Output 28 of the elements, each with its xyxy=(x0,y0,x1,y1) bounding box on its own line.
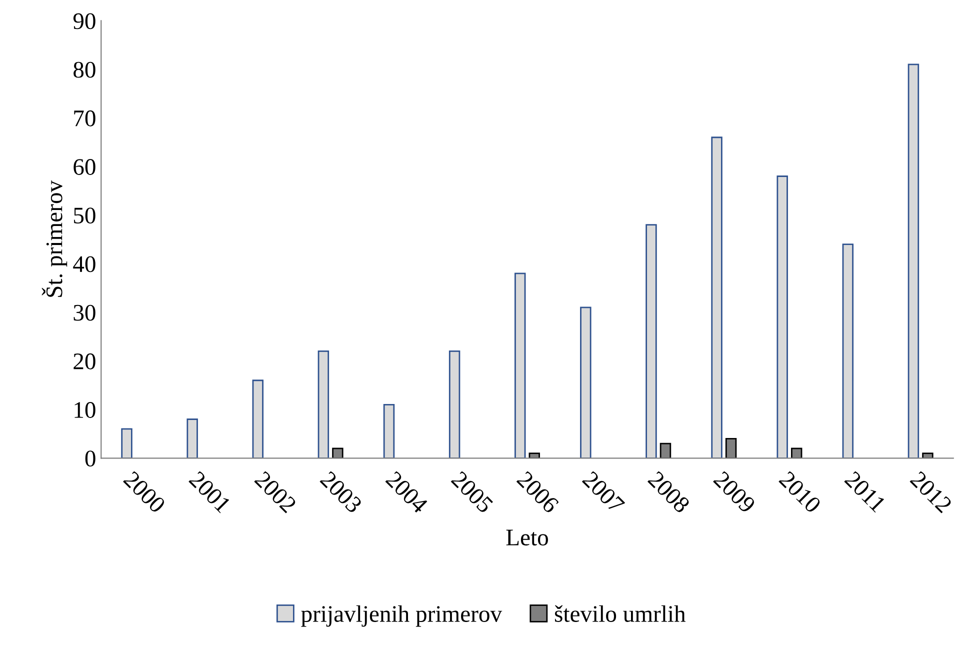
bar xyxy=(252,380,264,458)
bar xyxy=(908,64,920,458)
bar xyxy=(646,224,657,458)
bar xyxy=(580,306,592,458)
x-axis-title: Leto xyxy=(506,530,548,546)
y-tick-label: 30 xyxy=(74,304,96,321)
y-tick-label: 90 xyxy=(73,13,96,30)
y-tick-label: 0 xyxy=(85,450,96,467)
bar xyxy=(448,350,460,458)
bar xyxy=(186,418,198,458)
y-tick-label: 80 xyxy=(74,62,96,78)
bar xyxy=(383,404,395,458)
y-axis-title: Št. primerov xyxy=(42,180,68,297)
y-tick-label: 20 xyxy=(74,353,96,370)
bar xyxy=(776,176,788,458)
bar xyxy=(514,272,526,458)
y-tick-label: 10 xyxy=(74,402,96,418)
legend-label: število umrlih xyxy=(554,605,686,622)
bar xyxy=(842,244,854,458)
y-tick-label: 50 xyxy=(74,208,96,224)
x-tick-label: 2007 xyxy=(582,470,626,514)
y-tick-label: 70 xyxy=(74,110,96,126)
bar xyxy=(318,350,330,458)
legend-label: prijavljenih primerov xyxy=(301,605,502,627)
y-tick-label: 40 xyxy=(73,256,96,272)
y-tick-label: 60 xyxy=(74,159,96,175)
bar xyxy=(711,136,722,458)
bar xyxy=(121,428,132,458)
